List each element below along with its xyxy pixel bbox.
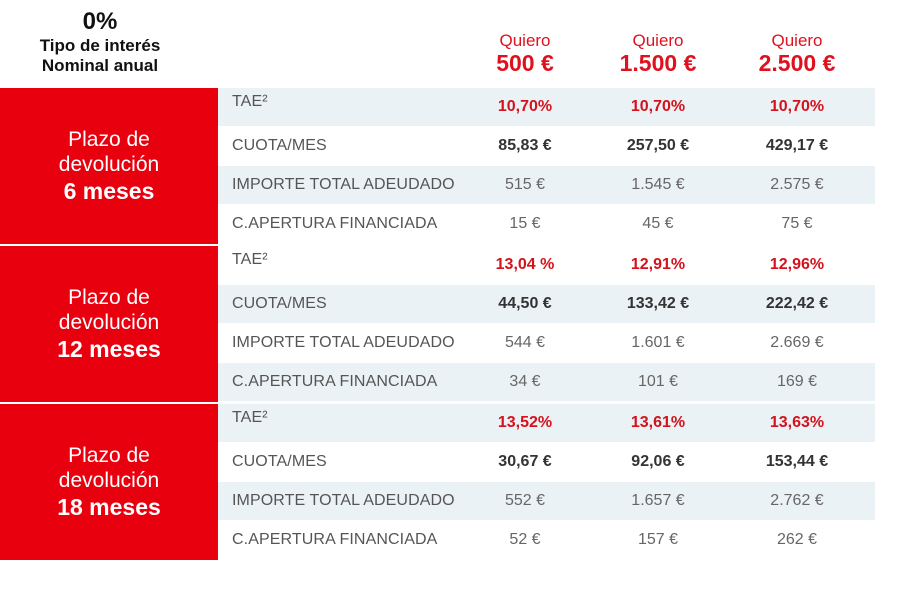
row-name: C.APERTURA FINANCIADA [232,531,438,548]
cell-value: 157 € [637,531,679,548]
cell-value: 1.657 € [631,492,685,509]
cell-value: 12,91% [630,256,686,273]
row-name: C.APERTURA FINANCIADA [232,215,438,232]
term-label-line1: Plazo de [68,128,150,151]
table-row-tae: TAE² 13,52% 13,61% 13,63% [218,404,875,443]
term-rows: TAE² 13,04 % 12,91% 12,96% CUOTA/MES 44,… [218,246,875,402]
row-name: TAE² [232,409,268,426]
cell-value: 44,50 € [498,295,552,312]
table-row-total: IMPORTE TOTAL ADEUDADO 515 € 1.545 € 2.5… [218,166,875,205]
term-months: 6 meses [63,178,155,204]
table-row-apertura: C.APERTURA FINANCIADA 52 € 157 € 262 € [218,521,875,559]
term-block-12-months: Plazo de devolución 12 meses TAE² 13,04 … [0,246,875,402]
cell-value: 45 € [642,215,674,232]
cell-value: 13,52% [497,414,553,431]
term-label-line2: devolución [58,153,160,176]
column-amount: 2.500 € [758,50,836,76]
table-row-total: IMPORTE TOTAL ADEUDADO 552 € 1.657 € 2.7… [218,482,875,521]
cell-value: 429,17 € [765,137,829,154]
cell-value: 262 € [776,531,818,548]
cell-value: 1.601 € [631,334,685,351]
cell-value: 75 € [781,215,813,232]
column-header-500: Quiero 500 € [465,31,585,77]
table-row-cuota: CUOTA/MES 30,67 € 92,06 € 153,44 € [218,443,875,482]
interest-rate-header: 0% Tipo de interés Nominal anual [0,8,200,76]
row-name: C.APERTURA FINANCIADA [232,373,438,390]
term-block-18-months: Plazo de devolución 18 meses TAE² 13,52%… [0,404,875,560]
row-name: IMPORTE TOTAL ADEUDADO [232,492,455,509]
cell-value: 169 € [776,373,818,390]
row-name: TAE² [232,251,268,268]
term-months: 18 meses [57,494,161,520]
cell-value: 1.545 € [631,176,685,193]
cell-value: 544 € [504,334,546,351]
table-row-cuota: CUOTA/MES 44,50 € 133,42 € 222,42 € [218,285,875,324]
row-name: CUOTA/MES [232,453,327,470]
term-label-line2: devolución [58,469,160,492]
term-label: Plazo de devolución 6 meses [0,88,218,244]
cell-value: 257,50 € [626,137,690,154]
cell-value: 13,63% [769,414,825,431]
table-row-tae: TAE² 13,04 % 12,91% 12,96% [218,246,875,285]
table-row-tae: TAE² 10,70% 10,70% 10,70% [218,88,875,127]
table-row-cuota: CUOTA/MES 85,83 € 257,50 € 429,17 € [218,127,875,166]
column-header-2500: Quiero 2.500 € [737,31,857,77]
row-name: CUOTA/MES [232,137,327,154]
term-rows: TAE² 10,70% 10,70% 10,70% CUOTA/MES 85,8… [218,88,875,244]
cell-value: 34 € [509,373,541,390]
cell-value: 13,61% [630,414,686,431]
rate-caption-line1: Tipo de interés [39,36,161,55]
term-months: 12 meses [57,336,161,362]
table-row-total: IMPORTE TOTAL ADEUDADO 544 € 1.601 € 2.6… [218,324,875,363]
column-amount: 500 € [496,50,554,76]
term-label-line1: Plazo de [68,444,150,467]
column-header-1500: Quiero 1.500 € [598,31,718,77]
column-quiero-label: Quiero [632,31,684,50]
term-block-6-months: Plazo de devolución 6 meses TAE² 10,70% … [0,88,875,244]
column-amount: 1.500 € [619,50,697,76]
cell-value: 153,44 € [765,453,829,470]
cell-value: 222,42 € [765,295,829,312]
cell-value: 12,96% [769,256,825,273]
cell-value: 15 € [509,215,541,232]
rate-caption-line2: Nominal anual [41,56,159,75]
cell-value: 552 € [504,492,546,509]
cell-value: 10,70% [630,98,686,115]
cell-value: 92,06 € [631,453,685,470]
cell-value: 2.762 € [770,492,824,509]
column-quiero-label: Quiero [499,31,551,50]
term-label: Plazo de devolución 12 meses [0,246,218,402]
term-rows: TAE² 13,52% 13,61% 13,63% CUOTA/MES 30,6… [218,404,875,560]
cell-value: 13,04 % [495,256,555,273]
cell-value: 515 € [504,176,546,193]
table-row-apertura: C.APERTURA FINANCIADA 34 € 101 € 169 € [218,363,875,401]
term-label-line1: Plazo de [68,286,150,309]
cell-value: 2.669 € [770,334,824,351]
cell-value: 10,70% [497,98,553,115]
term-label-line2: devolución [58,311,160,334]
row-name: IMPORTE TOTAL ADEUDADO [232,334,455,351]
row-name: IMPORTE TOTAL ADEUDADO [232,176,455,193]
column-quiero-label: Quiero [771,31,823,50]
row-name: TAE² [232,93,268,110]
cell-value: 10,70% [769,98,825,115]
cell-value: 101 € [637,373,679,390]
term-label: Plazo de devolución 18 meses [0,404,218,560]
cell-value: 2.575 € [770,176,824,193]
interest-rate: 0% [82,8,118,35]
cell-value: 85,83 € [498,137,552,154]
cell-value: 52 € [509,531,541,548]
row-name: CUOTA/MES [232,295,327,312]
cell-value: 133,42 € [626,295,690,312]
cell-value: 30,67 € [498,453,552,470]
table-row-apertura: C.APERTURA FINANCIADA 15 € 45 € 75 € [218,205,875,243]
